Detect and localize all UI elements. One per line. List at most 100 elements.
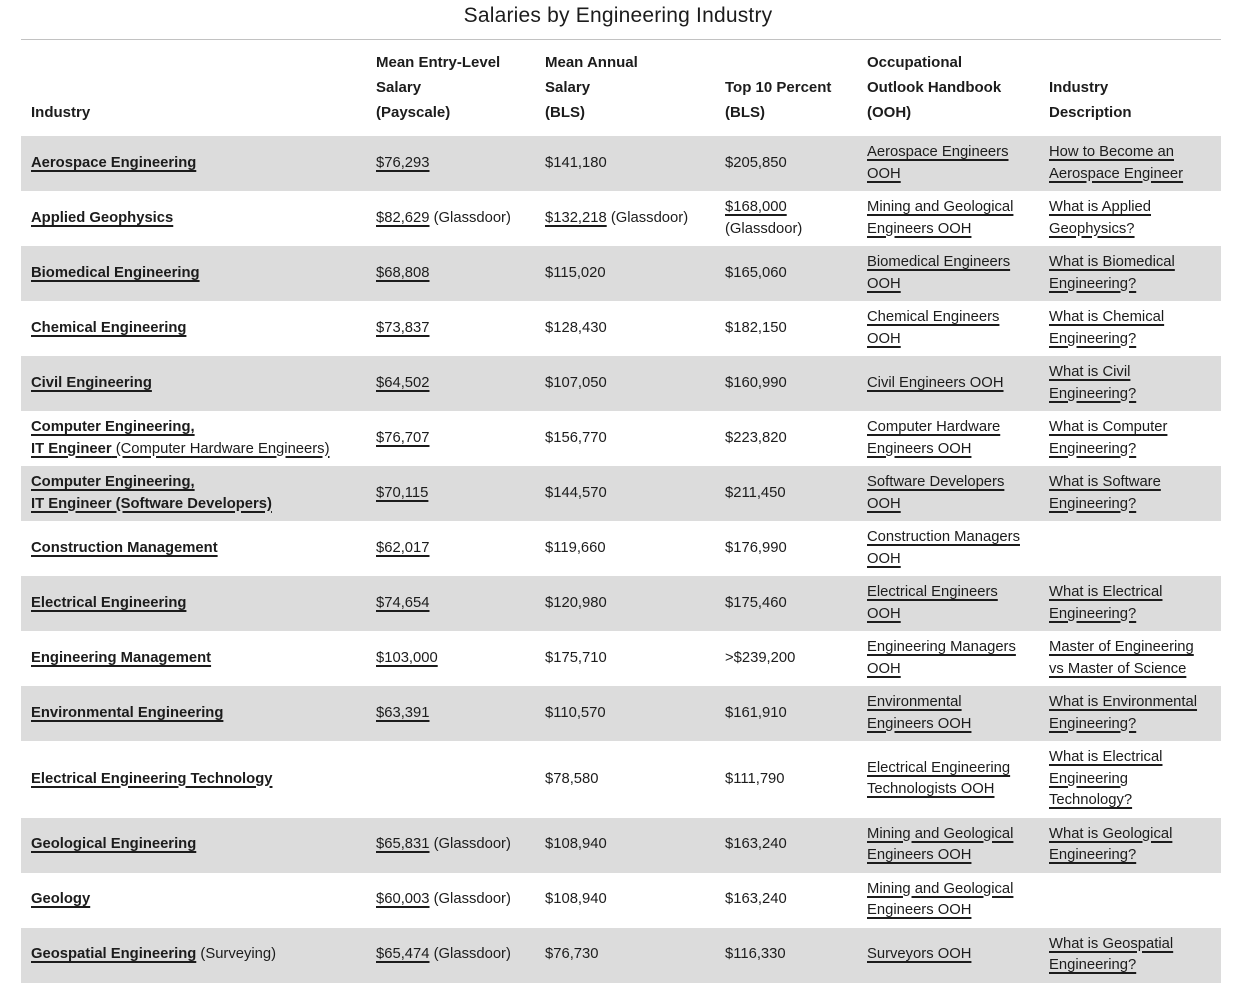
ooh-link[interactable]: Environmental Engineers OOH (867, 694, 972, 732)
entry-salary-link[interactable]: $68,808 (376, 264, 430, 281)
cell-text: $108,940 (545, 891, 607, 908)
ooh-cell: Engineering Managers OOH (857, 631, 1039, 686)
description-link[interactable]: What is Electrical Engineering Technolog… (1049, 749, 1163, 808)
industry-link[interactable]: Aerospace Engineering (31, 154, 197, 171)
industry-link[interactable]: Computer Engineering, IT Engineer (Softw… (31, 474, 272, 512)
description-cell: What is Geological Engineering? (1039, 818, 1221, 873)
description-link[interactable]: How to Become an Aerospace Engineer (1049, 144, 1184, 182)
industry-cell: Engineering Management (21, 631, 366, 686)
industry-link[interactable]: Civil Engineering (31, 374, 152, 391)
cell-text: $223,820 (725, 429, 787, 446)
industry-cell: Computer Engineering, IT Engineer (Softw… (21, 466, 366, 521)
ooh-link[interactable]: Biomedical Engineers OOH (867, 254, 1011, 292)
ooh-link[interactable]: Chemical Engineers OOH (867, 309, 1000, 347)
cell-text: (Glassdoor) (429, 209, 511, 226)
ooh-link[interactable]: Construction Managers OOH (867, 529, 1020, 567)
entry-salary-link[interactable]: $63,391 (376, 704, 430, 721)
description-link[interactable]: What is Applied Geophysics? (1049, 199, 1151, 237)
description-link[interactable]: What is Software Engineering? (1049, 474, 1161, 512)
column-header-description: Industry Description (1049, 79, 1132, 121)
table-row: Civil Engineering $64,502 $107,050 $160,990… (21, 356, 1221, 411)
table-row: Geological Engineering $65,831 (Glassdoor… (21, 817, 1221, 873)
table-row: Computer Engineering, IT Engineer (Compu… (21, 411, 1221, 466)
industry-link[interactable]: Geospatial Engineering (31, 946, 197, 963)
industry-cell: Geospatial Engineering (Surveying) (21, 928, 366, 983)
ooh-cell: Environmental Engineers OOH (857, 686, 1039, 741)
entry-salary-link[interactable]: $65,831 (376, 836, 430, 853)
entry-salary-link[interactable]: $70,115 (376, 484, 429, 501)
top10-cell: $175,460 (715, 576, 857, 631)
description-link[interactable]: What is Computer Engineering? (1049, 419, 1168, 457)
ooh-link[interactable]: Mining and Geological Engineers OOH (867, 199, 1014, 237)
entry-salary-link[interactable]: $64,502 (376, 374, 430, 391)
cell-text: (Glassdoor) (725, 220, 803, 237)
industry-link[interactable]: Biomedical Engineering (31, 264, 200, 281)
annual-salary-link[interactable]: $132,218 (545, 209, 607, 226)
description-link[interactable]: What is Geological Engineering? (1049, 825, 1173, 864)
entry-salary-link[interactable]: $103,000 (376, 649, 438, 666)
cell-text: (Glassdoor) (429, 836, 511, 853)
industry-cell: Geological Engineering (21, 818, 366, 873)
entry-salary-cell: $62,017 (366, 521, 535, 576)
description-link[interactable]: What is Electrical Engineering? (1049, 584, 1163, 622)
cell-text: $108,940 (545, 836, 607, 853)
industry-link[interactable]: Environmental Engineering (31, 704, 224, 721)
entry-salary-link[interactable]: $74,654 (376, 594, 430, 611)
industry-link[interactable]: Chemical Engineering (31, 319, 187, 336)
industry-link[interactable]: Engineering Management (31, 649, 212, 666)
industry-link[interactable]: Computer Engineering, IT Engineer (31, 419, 195, 457)
ooh-link[interactable]: Surveyors OOH (867, 946, 972, 963)
industry-link[interactable]: Applied Geophysics (31, 209, 174, 226)
top10-cell: $160,990 (715, 356, 857, 411)
cell-text: $211,450 (725, 484, 786, 501)
annual-salary-cell: $175,710 (535, 631, 715, 686)
annual-salary-cell: $108,940 (535, 873, 715, 928)
entry-salary-link[interactable]: $60,003 (376, 891, 430, 908)
description-link[interactable]: What is Environmental Engineering? (1049, 694, 1198, 732)
entry-salary-link[interactable]: $65,474 (376, 946, 430, 963)
top10-cell: $165,060 (715, 246, 857, 301)
industry-link[interactable]: Electrical Engineering (31, 594, 187, 611)
cell-text: $165,060 (725, 264, 787, 281)
top10-cell: $161,910 (715, 686, 857, 741)
top10-cell: $182,150 (715, 301, 857, 356)
ooh-link[interactable]: Engineering Managers OOH (867, 639, 1016, 677)
industry-link[interactable]: Geology (31, 891, 91, 908)
industry-cell: Civil Engineering (21, 356, 366, 411)
industry-link[interactable]: Geological Engineering (31, 836, 197, 853)
description-link[interactable]: What is Geospatial Engineering? (1049, 935, 1174, 974)
entry-salary-link[interactable]: $76,707 (376, 429, 430, 446)
description-link[interactable]: What is Civil Engineering? (1049, 364, 1137, 402)
industry-link[interactable]: Construction Management (31, 539, 218, 556)
annual-salary-cell: $78,580 (535, 741, 715, 818)
ooh-link[interactable]: Electrical Engineers OOH (867, 584, 998, 622)
entry-salary-link[interactable]: $62,017 (376, 539, 430, 556)
description-link[interactable]: What is Chemical Engineering? (1049, 309, 1165, 347)
annual-salary-cell: $115,020 (535, 246, 715, 301)
ooh-link[interactable]: Mining and Geological Engineers OOH (867, 825, 1014, 864)
industry-link[interactable]: (Computer Hardware Engineers) (111, 440, 330, 457)
cell-text: (Glassdoor) (429, 891, 511, 908)
description-link[interactable]: Master of Engineering vs Master of Scien… (1049, 639, 1194, 677)
ooh-cell: Construction Managers OOH (857, 521, 1039, 576)
top10-link[interactable]: $168,000 (725, 199, 787, 215)
description-link[interactable]: What is Biomedical Engineering? (1049, 254, 1175, 292)
ooh-link[interactable]: Aerospace Engineers OOH (867, 144, 1009, 182)
entry-salary-link[interactable]: $73,837 (376, 319, 430, 336)
cell-text: $182,150 (725, 319, 787, 336)
ooh-cell: Software Developers OOH (857, 466, 1039, 521)
description-cell: How to Become an Aerospace Engineer (1039, 136, 1221, 191)
industry-cell: Aerospace Engineering (21, 136, 366, 191)
ooh-link[interactable]: Software Developers OOH (867, 474, 1005, 512)
ooh-cell: Biomedical Engineers OOH (857, 246, 1039, 301)
entry-salary-link[interactable]: $76,293 (376, 154, 430, 171)
ooh-link[interactable]: Electrical Engineering Technologists OOH (867, 759, 1011, 798)
entry-salary-link[interactable]: $82,629 (376, 209, 430, 226)
annual-salary-cell: $120,980 (535, 576, 715, 631)
industry-link[interactable]: Electrical Engineering Technology (31, 770, 273, 787)
ooh-link[interactable]: Mining and Geological Engineers OOH (867, 880, 1014, 919)
entry-salary-cell: $73,837 (366, 301, 535, 356)
ooh-link[interactable]: Civil Engineers OOH (867, 374, 1004, 391)
ooh-link[interactable]: Computer Hardware Engineers OOH (867, 419, 1001, 457)
